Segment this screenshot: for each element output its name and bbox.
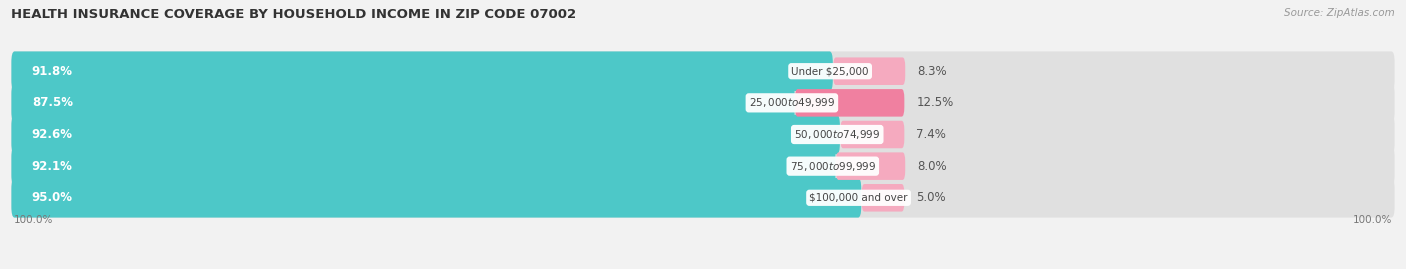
FancyBboxPatch shape (11, 51, 832, 91)
FancyBboxPatch shape (11, 115, 839, 154)
Text: 91.8%: 91.8% (32, 65, 73, 78)
FancyBboxPatch shape (11, 178, 862, 218)
FancyBboxPatch shape (841, 121, 904, 148)
Text: 7.4%: 7.4% (917, 128, 946, 141)
FancyBboxPatch shape (837, 152, 905, 180)
FancyBboxPatch shape (794, 89, 904, 117)
FancyBboxPatch shape (11, 146, 835, 186)
Text: 5.0%: 5.0% (917, 191, 946, 204)
FancyBboxPatch shape (834, 58, 905, 85)
FancyBboxPatch shape (11, 51, 1395, 91)
Text: 92.6%: 92.6% (32, 128, 73, 141)
Text: 12.5%: 12.5% (917, 96, 953, 109)
FancyBboxPatch shape (862, 184, 904, 211)
Text: Under $25,000: Under $25,000 (792, 66, 869, 76)
Text: $100,000 and over: $100,000 and over (810, 193, 908, 203)
Text: 92.1%: 92.1% (32, 160, 73, 173)
Text: 8.3%: 8.3% (917, 65, 946, 78)
Text: $75,000 to $99,999: $75,000 to $99,999 (790, 160, 876, 173)
Text: HEALTH INSURANCE COVERAGE BY HOUSEHOLD INCOME IN ZIP CODE 07002: HEALTH INSURANCE COVERAGE BY HOUSEHOLD I… (11, 8, 576, 21)
Text: $50,000 to $74,999: $50,000 to $74,999 (794, 128, 880, 141)
FancyBboxPatch shape (11, 115, 1395, 154)
FancyBboxPatch shape (11, 178, 1395, 218)
FancyBboxPatch shape (11, 83, 1395, 123)
Text: 87.5%: 87.5% (32, 96, 73, 109)
Text: 8.0%: 8.0% (917, 160, 946, 173)
Text: 95.0%: 95.0% (32, 191, 73, 204)
FancyBboxPatch shape (11, 146, 1395, 186)
Text: Source: ZipAtlas.com: Source: ZipAtlas.com (1284, 8, 1395, 18)
Text: 100.0%: 100.0% (1353, 215, 1392, 225)
Text: 100.0%: 100.0% (14, 215, 53, 225)
FancyBboxPatch shape (11, 83, 794, 123)
Text: $25,000 to $49,999: $25,000 to $49,999 (749, 96, 835, 109)
